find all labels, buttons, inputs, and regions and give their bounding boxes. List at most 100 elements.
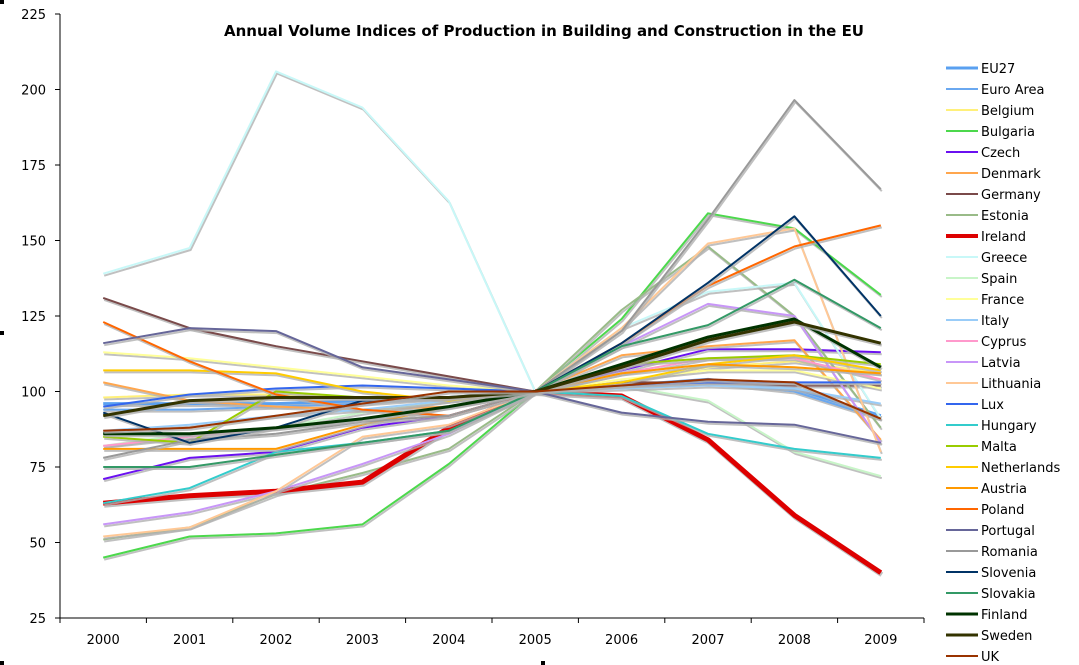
selection-handle-top-left xyxy=(0,0,4,4)
legend-label: France xyxy=(981,293,1024,308)
selection-handle-left xyxy=(0,331,4,335)
x-tick-label: 2009 xyxy=(864,633,897,648)
legend-item: Spain xyxy=(946,272,1017,287)
series-line xyxy=(103,227,882,538)
legend-label: Austria xyxy=(981,482,1027,497)
legend-item: Italy xyxy=(946,314,1010,329)
y-tick-label: 175 xyxy=(21,159,46,174)
legend-label: Czech xyxy=(981,146,1020,161)
legend-label: Bulgaria xyxy=(981,125,1035,140)
legend-label: Belgium xyxy=(981,104,1034,119)
y-tick-label: 100 xyxy=(21,386,46,401)
legend-label: Euro Area xyxy=(981,83,1045,98)
series-line xyxy=(103,327,882,444)
legend-item: Portugal xyxy=(946,524,1035,539)
series-shadow xyxy=(104,280,883,470)
series-uk xyxy=(103,378,883,434)
legend-item: Cyprus xyxy=(946,335,1027,350)
series-line xyxy=(102,212,882,559)
legend-item: Slovakia xyxy=(946,587,1036,602)
legend-label: Lithuania xyxy=(981,377,1041,392)
legend-item: Denmark xyxy=(946,167,1041,182)
legend-item: Malta xyxy=(946,440,1017,455)
legend-item: Romania xyxy=(946,545,1038,560)
legend-item: Ireland xyxy=(946,230,1026,245)
series-greece xyxy=(102,70,883,422)
x-tick-label: 2003 xyxy=(346,633,379,648)
series-line xyxy=(102,389,883,575)
legend-item: Lux xyxy=(946,398,1004,413)
legend-item: Netherlands xyxy=(946,461,1060,476)
legend-item: EU27 xyxy=(946,62,1015,77)
legend-item: Latvia xyxy=(946,356,1021,371)
legend-label: UK xyxy=(981,650,1000,665)
legend-item: Poland xyxy=(946,503,1024,518)
y-tick-label: 225 xyxy=(21,8,46,23)
series-shadow xyxy=(104,304,883,528)
legend-item: Lithuania xyxy=(946,377,1041,392)
selection-handle-bottom-center xyxy=(541,661,545,665)
legend-item: UK xyxy=(946,650,1000,665)
series-line xyxy=(103,378,882,432)
legend-label: Cyprus xyxy=(981,335,1027,350)
legend-item: Czech xyxy=(946,146,1020,161)
chart-title: Annual Volume Indices of Production in B… xyxy=(224,22,864,40)
series-layer xyxy=(102,70,884,577)
y-tick-label: 200 xyxy=(21,84,46,99)
legend-item: Greece xyxy=(946,251,1027,266)
legend-label: Ireland xyxy=(981,230,1026,245)
legend-label: Denmark xyxy=(981,167,1041,182)
x-tick-label: 2007 xyxy=(691,633,724,648)
legend-item: France xyxy=(946,293,1024,308)
legend-label: Spain xyxy=(981,272,1017,287)
y-tick-label: 25 xyxy=(29,612,46,627)
legend-label: Hungary xyxy=(981,419,1037,434)
series-shadow xyxy=(103,214,883,561)
legend: EU27 Euro Area Belgium Bulgaria Czech Denmark… xyxy=(946,62,1060,665)
legend-item: Finland xyxy=(946,608,1027,623)
legend-item: Germany xyxy=(946,188,1041,203)
x-tick-label: 2004 xyxy=(432,633,465,648)
series-shadow xyxy=(103,101,883,461)
x-tick-label: 2008 xyxy=(778,633,811,648)
legend-item: Estonia xyxy=(946,209,1029,224)
axes: 25 50 75 100 125 150 175 200 225 2000 2001 2002 2003… xyxy=(21,8,925,648)
series-bulgaria xyxy=(102,212,883,561)
x-tick-label: 2000 xyxy=(87,633,120,648)
legend-item: Sweden xyxy=(946,629,1032,644)
legend-label: Slovakia xyxy=(981,587,1036,602)
legend-label: Lux xyxy=(981,398,1004,413)
legend-label: Italy xyxy=(981,314,1010,329)
legend-label: Estonia xyxy=(981,209,1029,224)
legend-label: Greece xyxy=(981,251,1027,266)
legend-label: Finland xyxy=(981,608,1027,623)
legend-item: Austria xyxy=(946,482,1027,497)
x-tick-label: 2006 xyxy=(605,633,638,648)
legend-item: Euro Area xyxy=(946,83,1045,98)
x-tick-label: 2002 xyxy=(259,633,292,648)
series-line xyxy=(103,278,882,468)
series-slovakia xyxy=(103,278,883,470)
legend-label: Netherlands xyxy=(981,461,1060,476)
legend-label: EU27 xyxy=(981,62,1015,77)
x-tick-label: 2005 xyxy=(519,633,552,648)
selection-handle-bottom-left xyxy=(0,661,4,665)
legend-label: Malta xyxy=(981,440,1017,455)
series-line xyxy=(103,317,882,436)
y-tick-label: 150 xyxy=(21,235,46,250)
legend-item: Hungary xyxy=(946,419,1037,434)
legend-label: Poland xyxy=(981,503,1024,518)
legend-item: Belgium xyxy=(946,104,1034,119)
legend-label: Slovenia xyxy=(981,566,1036,581)
series-portugal xyxy=(103,327,883,446)
series-shadow xyxy=(104,329,883,446)
y-tick-label: 125 xyxy=(21,310,46,325)
legend-item: Slovenia xyxy=(946,566,1036,581)
series-line xyxy=(102,70,882,420)
y-tick-label: 50 xyxy=(29,537,46,552)
series-line xyxy=(103,351,882,393)
legend-label: Portugal xyxy=(981,524,1035,539)
legend-label: Romania xyxy=(981,545,1038,560)
series-shadow xyxy=(104,380,883,434)
